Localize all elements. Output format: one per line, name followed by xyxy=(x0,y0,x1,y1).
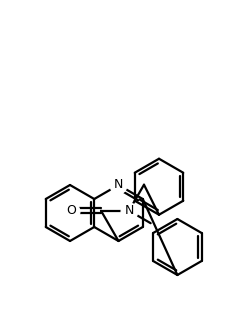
Text: O: O xyxy=(66,204,76,217)
Text: N: N xyxy=(124,204,134,217)
Text: N: N xyxy=(114,178,123,192)
